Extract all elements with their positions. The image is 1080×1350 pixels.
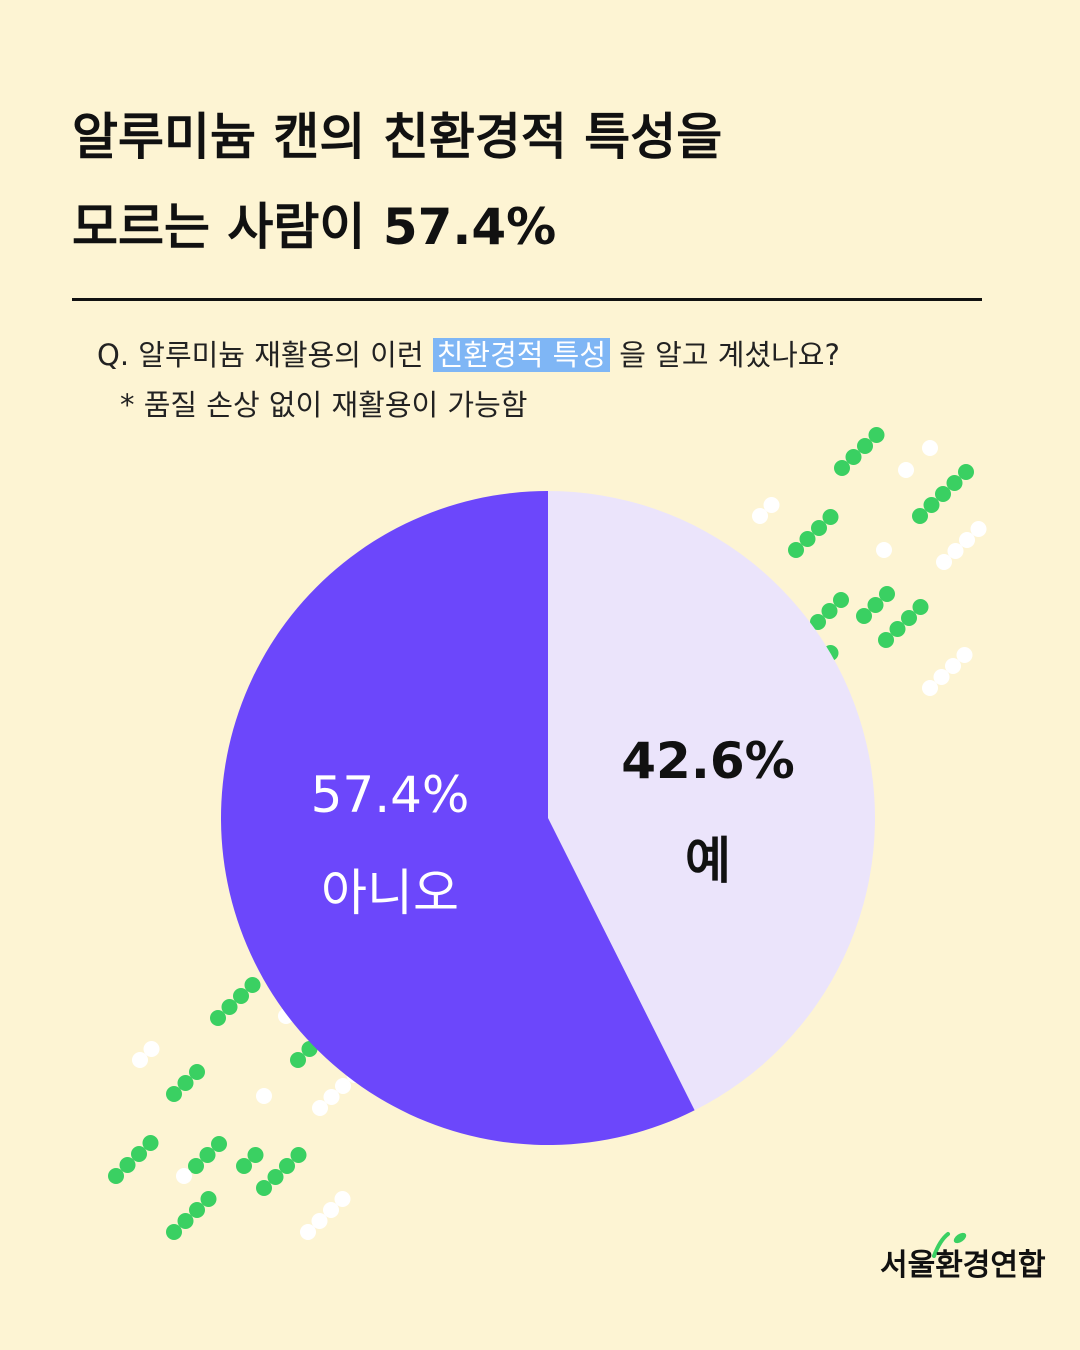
decor-dot	[752, 508, 768, 524]
pie-slices	[221, 491, 876, 1145]
decor-dot	[935, 486, 951, 502]
decor-dot	[923, 497, 940, 513]
decor-dot	[933, 669, 950, 685]
decor-dot	[876, 542, 892, 558]
decor-dot	[912, 508, 928, 524]
decor-dot	[821, 603, 838, 619]
decor-dot	[867, 597, 884, 613]
decor-dot	[810, 614, 826, 630]
logo-text: 서울환경연합	[880, 1248, 1046, 1283]
decor-dot	[334, 1191, 351, 1207]
decor-dot	[970, 521, 987, 537]
slice-value-label: 57.4%	[311, 766, 470, 824]
decor-dot	[166, 1086, 182, 1102]
question-text: Q. 알루미늄 재활용의 이런 친환경적 특성 을 알고 계셨나요?	[97, 332, 1037, 378]
decor-dot	[845, 449, 862, 465]
decor-dot	[221, 999, 238, 1015]
decor-dot	[947, 543, 964, 559]
decor-dot	[177, 1075, 194, 1091]
decor-dot	[279, 1158, 295, 1174]
pie-slice-yes	[548, 491, 876, 1111]
title-line-1: 알루미늄 캔의 친환경적 특성을	[72, 108, 723, 166]
slice-category-label: 아니오	[321, 864, 459, 922]
divider	[72, 298, 982, 301]
decor-dot	[233, 988, 249, 1004]
decor-dot	[267, 1169, 284, 1185]
decor-dot	[176, 1168, 192, 1184]
decor-dot	[189, 1064, 205, 1080]
question-suffix: 을 알고 계셨나요?	[619, 338, 840, 372]
decor-dot	[211, 1136, 227, 1152]
decor-dot	[256, 1088, 272, 1104]
decor-dot	[199, 1147, 216, 1163]
decor-dot	[290, 1147, 307, 1163]
decor-dot	[236, 1158, 252, 1174]
decor-dot	[936, 554, 952, 570]
decor-dot	[922, 440, 938, 456]
decor-dot	[323, 1089, 340, 1105]
decor-dot	[143, 1041, 160, 1057]
decor-dot	[244, 977, 261, 993]
decor-dot	[879, 586, 895, 602]
decor-dot	[857, 438, 873, 454]
decor-dot	[323, 1202, 339, 1218]
decor-dot	[822, 509, 839, 525]
decor-dot	[200, 1191, 217, 1207]
decor-dot	[256, 1180, 272, 1196]
decor-dot	[956, 647, 973, 663]
decor-dot	[247, 1147, 264, 1163]
decor-dot	[868, 427, 885, 443]
slice-category-label: 예	[685, 832, 731, 890]
decor-dot	[788, 542, 804, 558]
pie-labels: 42.6% 예 57.4% 아니오	[311, 732, 795, 922]
decor-dot	[922, 680, 938, 696]
decor-dot	[312, 1100, 328, 1116]
decor-dot	[166, 1224, 182, 1240]
decor-dot	[189, 1202, 205, 1218]
decor-dot	[763, 497, 780, 513]
decor-dot	[335, 1078, 351, 1094]
decor-dot	[912, 599, 929, 615]
pie-slice-no	[221, 491, 695, 1145]
leaf-icon	[932, 1232, 967, 1258]
slice-value-label: 42.6%	[621, 732, 794, 790]
page-title: 알루미늄 캔의 친환경적 특성을 모르는 사람이 57.4%	[72, 92, 972, 272]
title-line-2: 모르는 사람이 57.4%	[72, 198, 557, 256]
decor-dot	[210, 1010, 226, 1026]
decor-dot	[142, 1135, 159, 1151]
question-highlight: 친환경적 특성	[432, 338, 611, 372]
decor-dot	[300, 1224, 316, 1240]
decor-dot	[811, 520, 827, 536]
decor-dot	[898, 462, 914, 478]
decor-dot	[799, 531, 816, 547]
decor-dot	[834, 460, 850, 476]
question-prefix: Q. 알루미늄 재활용의 이런	[97, 338, 424, 372]
decor-dot	[856, 608, 872, 624]
decor-dot	[945, 658, 961, 674]
decor-dot	[119, 1157, 136, 1173]
decor-dot	[311, 1213, 328, 1229]
decor-dot	[290, 1052, 306, 1068]
decor-dot	[889, 621, 906, 637]
question-note: * 품질 손상 없이 재활용이 가능함	[120, 388, 528, 422]
decor-dot	[959, 532, 975, 548]
decor-dot	[878, 632, 894, 648]
decor-dot	[958, 464, 974, 480]
decor-dot	[108, 1168, 124, 1184]
decor-dot	[131, 1146, 147, 1162]
decor-dot	[833, 592, 849, 608]
decor-dot	[132, 1052, 148, 1068]
decor-dot	[188, 1158, 204, 1174]
decor-dot	[901, 610, 917, 626]
decor-dot	[946, 475, 963, 491]
decor-dot	[177, 1213, 194, 1229]
